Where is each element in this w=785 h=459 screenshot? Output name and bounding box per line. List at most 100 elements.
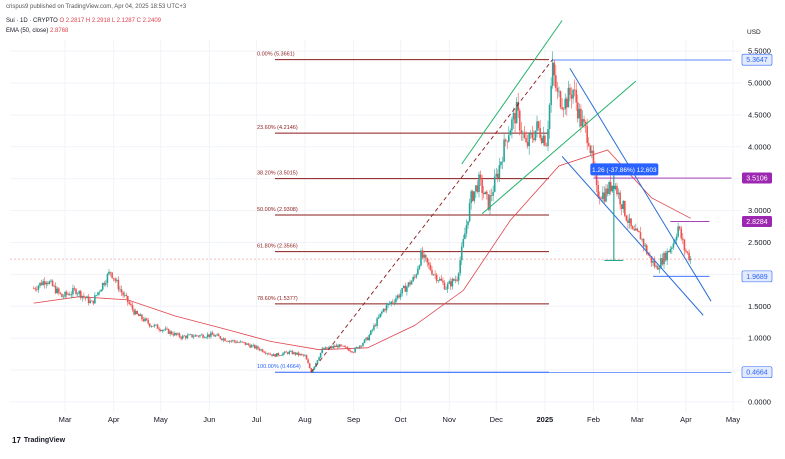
candle-body — [561, 107, 563, 110]
candle-body — [136, 310, 139, 315]
candle-body — [352, 352, 355, 353]
candle-body — [180, 337, 182, 339]
candle-body — [164, 328, 167, 330]
candle-body — [112, 277, 115, 279]
candle-body — [197, 335, 200, 337]
candle-body — [340, 344, 342, 346]
candle-body — [355, 347, 358, 349]
candle-body — [570, 94, 573, 99]
candle-body — [432, 274, 435, 276]
candle-body — [236, 342, 239, 343]
candle-body — [312, 369, 314, 373]
candle-body — [310, 368, 313, 373]
candle-body — [137, 314, 140, 317]
candle-body — [98, 291, 101, 293]
candle-body — [141, 314, 143, 320]
candle-body — [401, 288, 403, 294]
candle-body — [484, 191, 487, 195]
candle-body — [387, 303, 389, 306]
candle-body — [54, 285, 57, 294]
candle-body — [580, 108, 582, 127]
candle-body — [633, 229, 636, 231]
x-tick-label: May — [726, 415, 740, 424]
descending-channel-lower — [561, 156, 704, 316]
ascending-channel-upper — [461, 20, 563, 165]
candle-body — [216, 334, 218, 336]
candle-body — [263, 351, 266, 353]
candle-body — [479, 174, 482, 180]
candle-body — [335, 345, 338, 348]
candle-body — [239, 341, 242, 343]
candle-body — [628, 218, 631, 223]
candle-body — [305, 355, 308, 360]
candle-body — [586, 126, 588, 144]
candle-body — [150, 326, 153, 327]
candle-body — [130, 303, 132, 306]
candle-body — [453, 278, 455, 281]
brand-name[interactable]: TradingView — [23, 437, 66, 444]
candle-body — [526, 141, 529, 147]
candle-body — [576, 102, 579, 119]
candle-body — [100, 289, 102, 292]
symbol-name[interactable]: Sui · 1D · CRYPTO — [6, 18, 58, 24]
candle-body — [221, 338, 223, 341]
symbol-line: Sui · 1D · CRYPTO O 2.2817 H 2.2918 L 2.… — [6, 18, 161, 24]
candle-body — [202, 334, 204, 338]
candle-body — [142, 319, 145, 322]
candle-body — [86, 296, 88, 299]
candle-body — [587, 143, 590, 146]
candle-body — [641, 239, 643, 240]
candle-body — [163, 329, 165, 331]
candle-body — [465, 225, 468, 234]
candle-body — [247, 343, 250, 346]
candle-body — [123, 294, 126, 296]
candle-body — [348, 349, 350, 351]
candle-body — [351, 351, 353, 353]
y-tick-label: 1.5000 — [748, 302, 771, 311]
candle-body — [475, 185, 477, 192]
candle-body — [48, 281, 51, 284]
candle-body — [354, 348, 356, 353]
measure-label: 1.26 (-37.86%) 12,603 — [592, 167, 657, 174]
candle-body — [307, 359, 309, 364]
candle-body — [188, 334, 190, 336]
candle-body — [166, 328, 168, 330]
price-badge-box — [741, 270, 773, 283]
candle-body — [413, 277, 416, 278]
candle-body — [253, 344, 256, 349]
candle-body — [459, 260, 461, 274]
candle-body — [169, 331, 171, 334]
candle-body — [395, 298, 397, 303]
candle-body — [402, 285, 405, 289]
candle-body — [73, 288, 76, 290]
candle-body — [225, 340, 228, 342]
candle-body — [614, 185, 617, 190]
candle-body — [255, 346, 258, 349]
candle-body — [252, 344, 255, 346]
candle-body — [377, 317, 380, 319]
candle-body — [64, 291, 66, 297]
candle-body — [275, 353, 278, 357]
candle-body — [257, 346, 259, 349]
candle-body — [440, 278, 443, 281]
candle-body — [675, 236, 678, 241]
candle-body — [152, 326, 154, 327]
candle-body — [279, 355, 281, 356]
candle-body — [42, 281, 44, 286]
candle-body — [545, 145, 548, 147]
ema-label[interactable]: EMA (50, close) — [6, 28, 49, 34]
candle-body — [539, 128, 541, 138]
candle-body — [464, 233, 466, 240]
candle-body — [230, 340, 233, 342]
candle-body — [467, 221, 469, 226]
candle-body — [424, 254, 427, 258]
candle-body — [537, 121, 540, 129]
candle-body — [148, 323, 151, 327]
candle-body — [228, 340, 231, 342]
candle-body — [208, 334, 211, 337]
candle-body — [321, 348, 324, 353]
candle-body — [446, 283, 449, 290]
candle-body — [634, 228, 637, 231]
candle-body — [272, 354, 275, 356]
